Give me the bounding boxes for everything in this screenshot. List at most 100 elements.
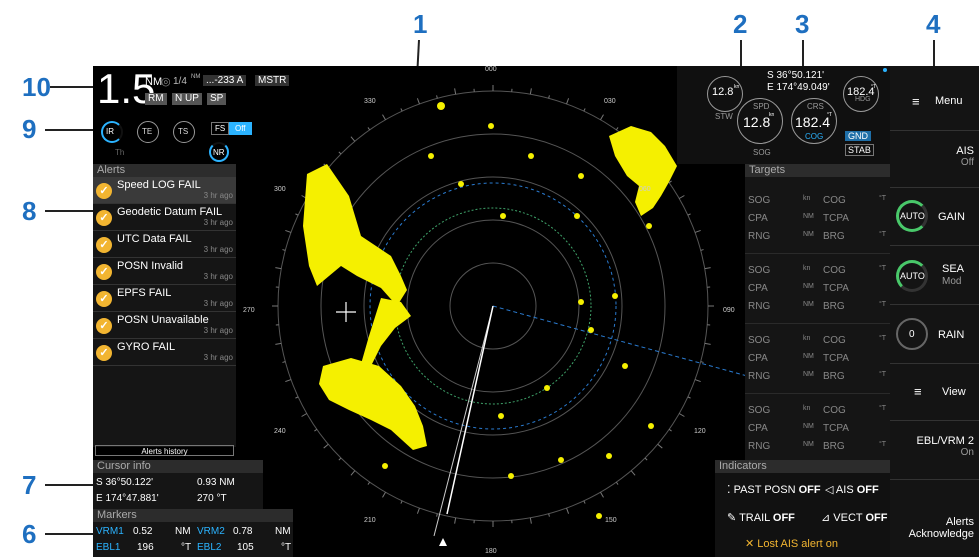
target-field: kn — [803, 335, 811, 342]
fs-toggle[interactable]: Off — [229, 122, 252, 135]
ir-dial[interactable] — [101, 121, 123, 143]
bearing-tick — [678, 195, 685, 199]
target-field: CPA — [748, 283, 768, 294]
target-field: °T — [879, 335, 887, 342]
hdg-dial — [843, 76, 879, 112]
target-field: BRG — [823, 231, 845, 242]
cursor-lon: E 174°47.881' — [96, 493, 159, 504]
target-field: TCPA — [823, 353, 849, 364]
target-field: NM — [803, 301, 814, 308]
bearing-tick — [275, 267, 282, 270]
ebl2-value: 105 — [237, 542, 254, 553]
alerts-acknowledge-button[interactable]: Alerts Acknowledge — [890, 479, 979, 557]
ir-label: IR — [106, 127, 114, 136]
callout-line-7 — [45, 484, 98, 486]
targets-panel: SOG kn COG °T CPA NM TCPA RNG NM BRG °T SOG kn COG °T C… — [745, 177, 890, 464]
target-field: kn — [803, 265, 811, 272]
bearing-tick — [678, 413, 685, 417]
te-dial[interactable] — [137, 121, 159, 143]
target-block[interactable]: SOG kn COG °T CPA NM TCPA RNG NM BRG °T — [745, 331, 890, 391]
callout-line-4 — [933, 40, 935, 80]
bearing-tick — [367, 481, 371, 485]
alerts-header: Alerts — [93, 164, 236, 177]
vect-indicator[interactable]: ⊿ VECT OFF — [821, 512, 888, 524]
ebl-vrm2-button[interactable]: EBL/VRM 2 On — [890, 420, 979, 479]
menu-button[interactable]: ≡ Menu — [890, 66, 979, 130]
target-block[interactable]: SOG kn COG °T CPA NM TCPA RNG NM BRG °T — [745, 401, 890, 461]
bearing-tick — [454, 517, 457, 524]
target-field: NM — [803, 283, 814, 290]
radar-ppi[interactable] — [231, 66, 771, 557]
alert-row[interactable]: ✓ Speed LOG FAIL 3 hr ago — [93, 177, 236, 204]
alert-row[interactable]: ✓ UTC Data FAIL 3 hr ago — [93, 231, 236, 258]
bearing-tick — [400, 108, 403, 112]
vrm1-unit: NM — [175, 526, 191, 537]
target-field: CPA — [748, 423, 768, 434]
sp-button[interactable]: SP — [207, 93, 227, 105]
bearing-tick — [615, 127, 619, 131]
cog-label: COG — [805, 132, 824, 141]
vrm1-label[interactable]: VRM1 — [96, 526, 124, 537]
sog-unit: kn — [769, 112, 775, 118]
bearing-tick — [416, 98, 420, 105]
alert-row[interactable]: ✓ GYRO FAIL 3 hr ago — [93, 339, 236, 366]
sea-button[interactable]: AUTO SEA Mod — [890, 245, 979, 304]
gnd-badge[interactable]: GND — [845, 131, 871, 141]
cursor-info-panel: S 36°50.122' E 174°47.881' 0.93 NM 270 °… — [93, 473, 263, 509]
stab-badge[interactable]: STAB — [845, 144, 874, 156]
gain-button[interactable]: AUTO GAIN — [890, 187, 979, 245]
bearing-tick — [275, 342, 282, 345]
north-up-button[interactable]: N UP — [172, 93, 202, 105]
bearing-240: 240 — [274, 428, 286, 435]
bearing-tick — [600, 491, 604, 498]
bearing-tick — [454, 88, 457, 95]
ts-dial[interactable] — [173, 121, 195, 143]
trail-indicator[interactable]: ✎ TRAIL OFF — [727, 512, 795, 524]
rm-button[interactable]: RM — [145, 93, 167, 105]
target-block[interactable]: SOG kn COG °T CPA NM TCPA RNG NM BRG °T — [745, 191, 890, 251]
view-button[interactable]: ≡ View — [890, 363, 979, 420]
callout-3: 3 — [795, 9, 810, 39]
rain-button[interactable]: 0 RAIN — [890, 304, 979, 363]
vrm2-label[interactable]: VRM2 — [197, 526, 225, 537]
lost-ais-alert[interactable]: ✕ Lost AIS alert on — [745, 538, 838, 550]
ais-indicator[interactable]: ◁ AIS OFF — [825, 484, 879, 496]
bearing-tick — [644, 457, 648, 461]
alert-row[interactable]: ✓ EPFS FAIL 3 hr ago — [93, 285, 236, 312]
fs-label[interactable]: FS — [211, 122, 230, 135]
alert-row[interactable]: ✓ Geodetic Datum FAIL 3 hr ago — [93, 204, 236, 231]
master-badge[interactable]: MSTR — [255, 75, 290, 86]
callout-line-9 — [45, 129, 98, 131]
te-label: TE — [142, 127, 153, 136]
bearing-tick — [583, 108, 586, 112]
target-field: NM — [803, 371, 814, 378]
bearing-tick — [548, 95, 550, 99]
ebl1-label[interactable]: EBL1 — [96, 542, 121, 553]
bearing-180: 180 — [485, 548, 497, 555]
nr-dial[interactable] — [209, 142, 229, 162]
target-field: kn — [803, 195, 811, 202]
target-block[interactable]: SOG kn COG °T CPA NM TCPA RNG NM BRG °T — [745, 261, 890, 321]
sog-value: 12.8 — [743, 114, 771, 130]
bearing-tick — [285, 229, 292, 233]
bearing-tick — [282, 249, 286, 251]
hdg-label: HDG — [855, 96, 871, 103]
rings-unit: NM — [191, 74, 201, 80]
th-label[interactable]: Th — [115, 148, 125, 157]
alert-row[interactable]: ✓ POSN Unavailable 3 hr ago — [93, 312, 236, 339]
target-field: CPA — [748, 353, 768, 364]
vrm2-unit: NM — [275, 526, 291, 537]
ais-button[interactable]: AIS Off — [890, 130, 979, 187]
alerts-history-button[interactable]: Alerts history — [95, 445, 234, 456]
alarm-badge[interactable]: ...-233 A — [203, 75, 247, 86]
bearing-tick — [704, 267, 711, 270]
indicators-panel: ⁚ PAST POSN OFF ◁ AIS OFF ✎ TRAIL OFF ⊿ … — [715, 473, 890, 557]
past-posn-indicator[interactable]: ⁚ PAST POSN OFF — [727, 484, 821, 496]
alert-row[interactable]: ✓ POSN Invalid 3 hr ago — [93, 258, 236, 285]
target-field: BRG — [823, 441, 845, 452]
rings-icon: ◎ — [161, 76, 171, 88]
indicators-header: Indicators — [715, 460, 890, 473]
bearing-tick — [700, 249, 704, 251]
ebl2-label[interactable]: EBL2 — [197, 542, 222, 553]
bearing-000: 000 — [485, 66, 497, 73]
